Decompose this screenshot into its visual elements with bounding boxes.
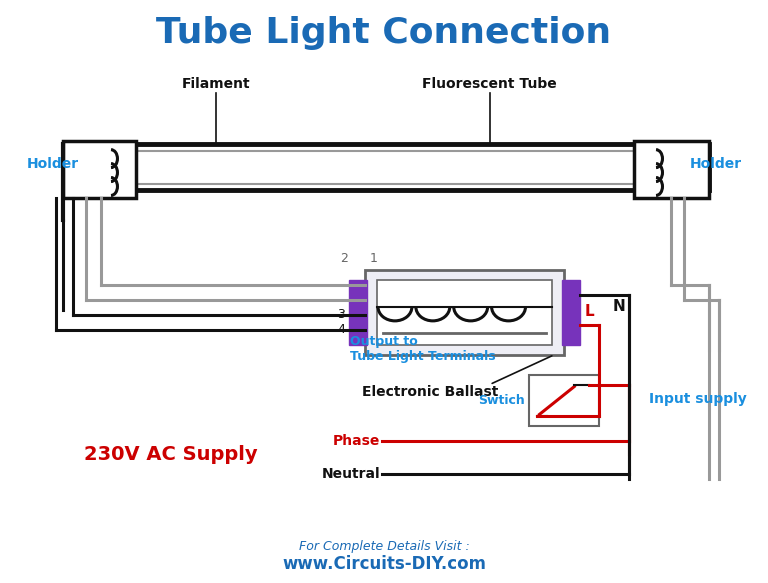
Text: Tube Light Terminals: Tube Light Terminals: [350, 350, 496, 363]
Bar: [349, 280, 367, 345]
Text: 1: 1: [370, 252, 378, 265]
Text: Neutral: Neutral: [321, 467, 380, 481]
Bar: [69, 150, 703, 184]
Text: Tube Light Connection: Tube Light Connection: [157, 16, 611, 50]
Text: For Complete Details Visit :: For Complete Details Visit :: [299, 540, 469, 553]
Bar: [377, 280, 552, 345]
Text: www.Circuits-DIY.com: www.Circuits-DIY.com: [282, 554, 486, 573]
Text: 3: 3: [337, 308, 345, 321]
Bar: [63, 141, 136, 198]
Text: Phase: Phase: [333, 434, 380, 448]
Text: L: L: [584, 304, 594, 319]
Text: Holder: Holder: [690, 157, 742, 171]
Text: Input supply: Input supply: [649, 392, 746, 406]
Bar: [562, 280, 581, 345]
Text: 230V AC Supply: 230V AC Supply: [84, 445, 257, 463]
Bar: [63, 143, 709, 191]
Text: Filament: Filament: [181, 77, 250, 91]
Text: 2: 2: [340, 252, 348, 265]
Bar: [365, 270, 564, 354]
Bar: [529, 375, 599, 426]
Text: Holder: Holder: [26, 157, 78, 171]
Text: Electronic Ballast: Electronic Ballast: [362, 385, 498, 399]
Text: Output to: Output to: [350, 335, 418, 348]
Bar: [634, 141, 709, 198]
Text: N: N: [613, 300, 625, 314]
Text: 4: 4: [337, 324, 345, 336]
Text: Swtich: Swtich: [478, 394, 525, 407]
Text: Fluorescent Tube: Fluorescent Tube: [422, 77, 557, 91]
